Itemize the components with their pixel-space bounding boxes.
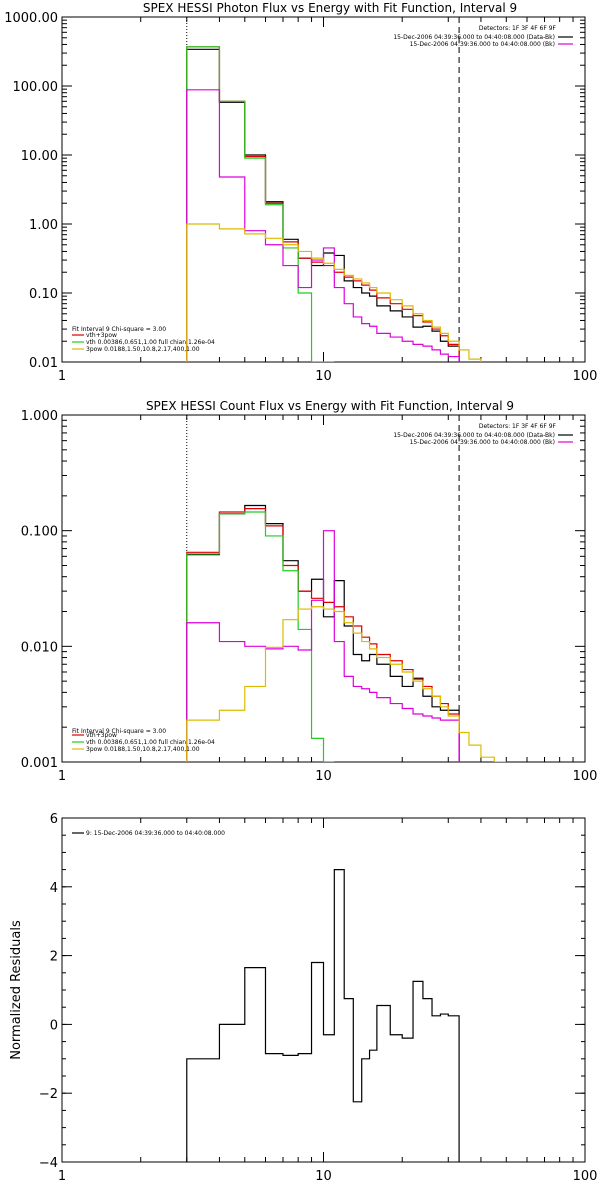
y-tick-label: 0.001 — [21, 756, 58, 771]
legend-left-label: vth 0.00386,0.651,1.00 full chian 1.26e-… — [86, 339, 215, 346]
photon-detector-label: Detectors: 1F 3F 4F 6F 9F — [479, 25, 557, 32]
residuals-panel: Normalized Residuals 1 10 100 −4 −2 0 2 4 6 9: 15… — [9, 812, 597, 1184]
y-tick-label: 0 — [50, 1018, 58, 1033]
y-tick-label: −2 — [39, 1087, 58, 1102]
y-tick-label: 0.100 — [21, 525, 58, 540]
y-tick-label: 1000.00 — [4, 11, 58, 26]
legend-right-label: 15-Dec-2006 04:39:36.000 to 04:40:08.000… — [393, 34, 555, 41]
series-line-0 — [186, 48, 460, 362]
series-line-2 — [186, 511, 335, 762]
y-tick-label: 4 — [50, 881, 58, 896]
y-tick-label: 1.000 — [21, 409, 58, 424]
residuals-ylabel: Normalized Residuals — [9, 920, 24, 1060]
series-line-3 — [186, 89, 460, 362]
x-tick-label: 100 — [573, 369, 598, 384]
photon-flux-title: SPEX HESSI Photon Flux vs Energy with Fi… — [143, 1, 517, 15]
y-tick-label: 6 — [50, 812, 58, 827]
series-line-3 — [186, 530, 460, 762]
photon-fit-header: Fit Interval 9 Chi-square = 3.00 — [72, 326, 166, 333]
x-tick-label: 100 — [573, 769, 598, 784]
x-tick-label: 10 — [315, 369, 332, 384]
x-tick-label: 100 — [573, 1169, 598, 1184]
legend-right-label: 15-Dec-2006 04:39:36.000 to 04:40:08.000… — [410, 439, 555, 446]
y-tick-label: 0.10 — [29, 287, 58, 302]
series-line-4 — [186, 223, 482, 362]
series-line-4 — [186, 606, 507, 762]
series-line-1 — [186, 508, 460, 762]
x-tick-label: 1 — [58, 1169, 66, 1184]
series-line-2 — [186, 46, 335, 362]
count-fit-header: Fit Interval 9 Chi-square = 3.00 — [72, 728, 166, 735]
series-group — [186, 46, 482, 362]
x-tick-label: 10 — [315, 1169, 332, 1184]
x-tick-label: 10 — [315, 769, 332, 784]
legend-right-label: 15-Dec-2006 04:39:36.000 to 04:40:08.000… — [410, 41, 555, 48]
series-group — [186, 504, 507, 762]
y-tick-label: 10.00 — [21, 149, 58, 164]
count-flux-panel: SPEX HESSI Count Flux vs Energy with Fit… — [21, 399, 598, 784]
legend-left-label: 3pow 0.0188,1.50,10.8,2.17,400,1.00 — [86, 346, 200, 353]
y-tick-label: 0.010 — [21, 640, 58, 655]
legend-left-label: 9: 15-Dec-2006 04:39:36.000 to 04:40:08.… — [86, 830, 225, 837]
y-tick-label: 100.00 — [13, 80, 59, 95]
series-group — [186, 869, 460, 1162]
plot-frame — [61, 16, 586, 363]
count-detector-label: Detectors: 1F 3F 4F 6F 9F — [479, 423, 557, 430]
y-tick-label: 0.01 — [29, 356, 58, 371]
legend-left-label: 3pow 0.0188,1.50,10.8,2.17,400,1.00 — [86, 746, 200, 753]
legend-left-label: vth+3pow — [86, 332, 117, 339]
x-tick-label: 1 — [58, 769, 66, 784]
legend-right-label: 15-Dec-2006 04:39:36.000 to 04:40:08.000… — [393, 432, 555, 439]
series-line-1 — [186, 46, 460, 362]
y-tick-label: −4 — [39, 1156, 58, 1171]
photon-flux-panel: SPEX HESSI Photon Flux vs Energy with Fi… — [4, 1, 597, 384]
x-tick-label: 1 — [58, 369, 66, 384]
legend-left-label: vth+3pow — [86, 732, 117, 739]
legend-left-label: vth 0.00386,0.651,1.00 full chian 1.26e-… — [86, 739, 215, 746]
y-tick-label: 1.00 — [29, 218, 58, 233]
y-tick-label: 2 — [50, 950, 58, 965]
series-line-0 — [186, 869, 460, 1162]
count-flux-title: SPEX HESSI Count Flux vs Energy with Fit… — [146, 399, 514, 413]
